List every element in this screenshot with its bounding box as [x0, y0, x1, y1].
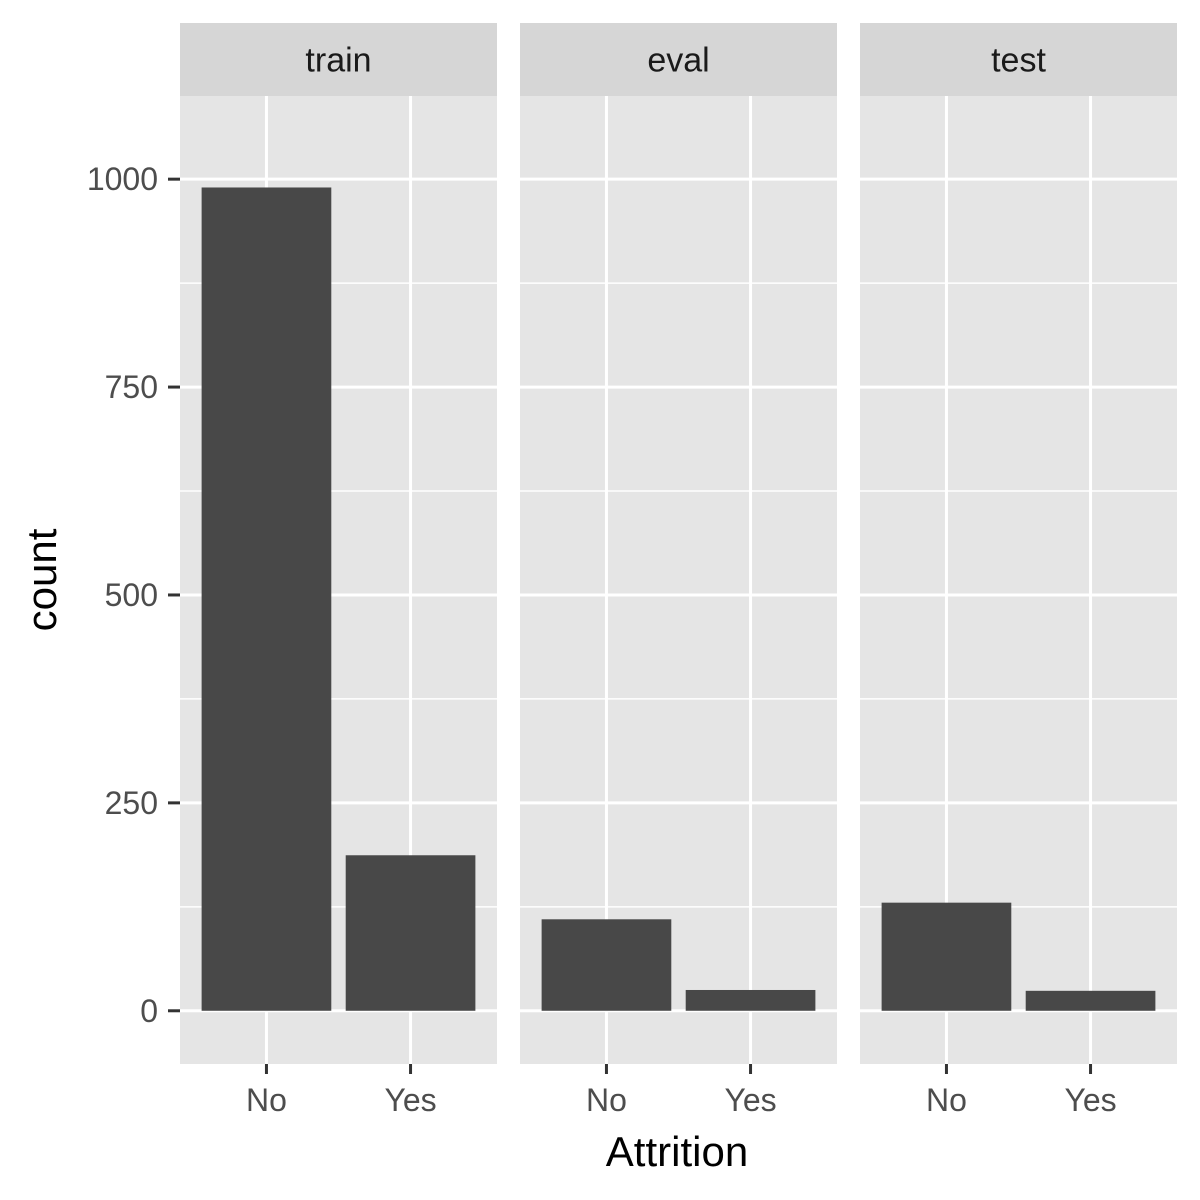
bar-test-yes [1025, 990, 1156, 1011]
x-tick-label: Yes [1064, 1082, 1116, 1118]
bar-test-no [881, 902, 1012, 1011]
facet-strip [860, 23, 1177, 96]
panel-background [520, 96, 837, 1064]
facet-panel-test: test No Yes [860, 23, 1177, 1118]
x-tick-label: No [586, 1082, 627, 1118]
y-tick-label: 250 [105, 785, 158, 821]
facet-strip [180, 23, 497, 96]
facet-panels: train No Yes eval No Yes test No Yes [180, 23, 1177, 1118]
x-tick-label: Yes [724, 1082, 776, 1118]
y-axis-title: count [18, 528, 65, 631]
facet-strip [520, 23, 837, 96]
facet-strip-label: test [991, 42, 1046, 80]
x-tick-label: Yes [384, 1082, 436, 1118]
y-tick-label: 750 [105, 369, 158, 405]
y-tick-label: 0 [140, 993, 158, 1029]
facet-strip-label: eval [647, 42, 709, 80]
y-tick-label: 1000 [87, 161, 158, 197]
y-tick-label: 500 [105, 577, 158, 613]
facet-strip-label: train [305, 42, 371, 80]
y-axis: 0 250 500 750 1000 [87, 161, 180, 1029]
facet-panel-train: train No Yes [180, 23, 497, 1118]
bar-eval-no [541, 919, 672, 1011]
x-tick-label: No [246, 1082, 287, 1118]
facet-panel-eval: eval No Yes [520, 23, 837, 1118]
x-tick-label: No [926, 1082, 967, 1118]
bar-train-yes [345, 855, 476, 1011]
x-axis-title: Attrition [606, 1128, 748, 1175]
bar-eval-yes [685, 989, 816, 1011]
bar-train-no [201, 187, 332, 1011]
